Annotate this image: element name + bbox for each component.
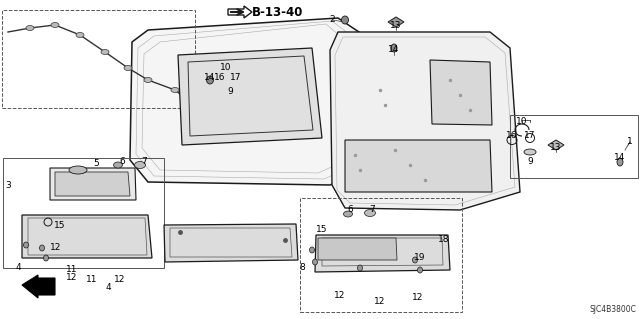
Text: 15: 15	[54, 220, 66, 229]
Text: FR.: FR.	[36, 278, 54, 288]
Text: 6: 6	[119, 158, 125, 167]
Ellipse shape	[413, 257, 417, 263]
Ellipse shape	[310, 247, 314, 253]
Ellipse shape	[617, 158, 623, 166]
Text: 7: 7	[369, 205, 375, 214]
Polygon shape	[318, 238, 397, 260]
Text: 15: 15	[316, 226, 328, 234]
Ellipse shape	[69, 166, 87, 174]
Ellipse shape	[40, 245, 45, 251]
Polygon shape	[330, 32, 520, 210]
Text: 12: 12	[374, 298, 386, 307]
Bar	[510, 115, 638, 178]
Ellipse shape	[223, 87, 233, 93]
Text: 14: 14	[204, 73, 216, 83]
Ellipse shape	[44, 255, 49, 261]
Text: B-13-40: B-13-40	[252, 5, 304, 19]
Polygon shape	[388, 17, 404, 27]
Ellipse shape	[144, 78, 152, 83]
Ellipse shape	[417, 267, 422, 273]
Ellipse shape	[358, 265, 362, 271]
Ellipse shape	[171, 87, 179, 93]
Text: 13: 13	[390, 21, 402, 31]
Ellipse shape	[101, 49, 109, 55]
Text: 2: 2	[329, 16, 335, 25]
Ellipse shape	[207, 76, 214, 84]
Polygon shape	[55, 172, 130, 196]
Text: 10: 10	[516, 117, 528, 127]
Text: 12: 12	[412, 293, 424, 302]
Ellipse shape	[134, 161, 145, 168]
Ellipse shape	[391, 44, 397, 52]
Text: 12: 12	[115, 276, 125, 285]
Ellipse shape	[365, 210, 376, 217]
Text: 9: 9	[227, 87, 233, 97]
Text: 9: 9	[527, 158, 533, 167]
Text: 6: 6	[347, 205, 353, 214]
Text: 3: 3	[5, 181, 11, 189]
Text: 12: 12	[67, 273, 77, 283]
Ellipse shape	[312, 259, 317, 265]
Polygon shape	[164, 224, 298, 262]
Text: 4: 4	[15, 263, 21, 272]
Text: 10: 10	[220, 63, 232, 72]
Ellipse shape	[344, 211, 353, 217]
Ellipse shape	[76, 33, 84, 38]
Text: 8: 8	[299, 263, 305, 272]
Polygon shape	[315, 235, 450, 272]
Text: 13: 13	[550, 144, 562, 152]
Text: 18: 18	[438, 235, 450, 244]
Ellipse shape	[113, 162, 122, 168]
Polygon shape	[345, 140, 492, 192]
Ellipse shape	[24, 242, 29, 248]
Text: SJC4B3800C: SJC4B3800C	[589, 305, 636, 314]
Text: 17: 17	[230, 73, 242, 83]
Ellipse shape	[342, 16, 349, 24]
Ellipse shape	[51, 23, 59, 27]
Polygon shape	[178, 48, 322, 145]
Polygon shape	[430, 60, 492, 125]
Text: 14: 14	[614, 153, 626, 162]
Text: 16: 16	[214, 73, 226, 83]
Text: 5: 5	[93, 159, 99, 167]
Text: 14: 14	[388, 46, 400, 55]
Bar	[2, 10, 195, 108]
Ellipse shape	[124, 65, 132, 70]
Text: 12: 12	[51, 243, 61, 253]
Text: 7: 7	[141, 158, 147, 167]
Text: 11: 11	[86, 276, 98, 285]
Text: 4: 4	[105, 284, 111, 293]
Bar	[3, 158, 164, 268]
Ellipse shape	[524, 149, 536, 155]
Polygon shape	[22, 215, 152, 258]
Text: 19: 19	[414, 254, 426, 263]
Text: 11: 11	[67, 265, 77, 275]
Text: 12: 12	[334, 291, 346, 300]
Polygon shape	[50, 168, 136, 200]
Polygon shape	[130, 18, 375, 185]
Text: 1: 1	[627, 137, 633, 146]
Bar	[300, 198, 462, 312]
Polygon shape	[22, 275, 55, 298]
Polygon shape	[548, 140, 564, 150]
Ellipse shape	[26, 26, 34, 31]
Text: 16: 16	[506, 130, 518, 139]
Text: 17: 17	[524, 130, 536, 139]
